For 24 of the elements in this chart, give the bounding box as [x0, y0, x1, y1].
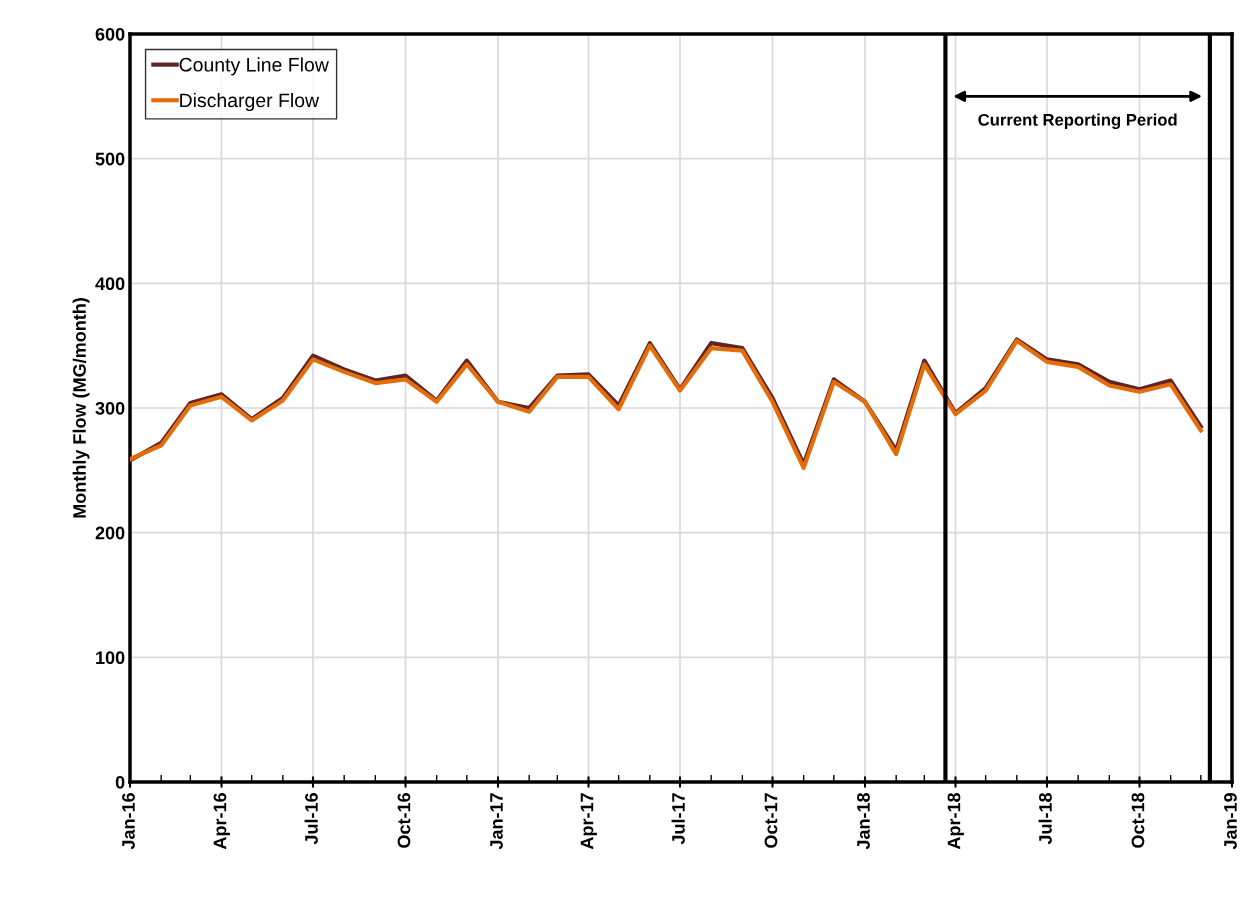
y-tick-label: 500: [95, 152, 125, 166]
x-tick-label: Jul-18: [1038, 792, 1052, 845]
x-tick-label: Oct-18: [1131, 792, 1145, 848]
y-tick-label: 300: [95, 401, 125, 415]
y-axis-title: Monthly Flow (MG/month): [72, 298, 90, 518]
x-tick-label: Jul-16: [304, 793, 318, 845]
y-tick-label: 100: [96, 651, 125, 665]
y-tick-label: 600: [95, 27, 125, 41]
x-tick-label: Jan-17: [490, 793, 503, 850]
x-tick-label: Apr-17: [580, 793, 597, 850]
y-tick-label: 400: [95, 277, 125, 291]
x-tick-label: Apr-16: [213, 793, 230, 850]
y-tick-label: 200: [95, 526, 125, 540]
x-tick-label: Jan-16: [122, 793, 135, 850]
x-tick-label: Jan-19: [1224, 793, 1237, 850]
x-tick-label: Jan-18: [857, 792, 870, 850]
x-tick-label: Apr-18: [947, 792, 964, 850]
x-tick-label: Oct-17: [764, 793, 778, 848]
x-tick-label: Oct-16: [397, 793, 411, 848]
legend-label: County Line Flow: [179, 57, 329, 76]
x-tick-label: Jul-17: [671, 793, 685, 845]
annotation: Current Reporting Period: [978, 113, 1177, 130]
y-tick-label: 0: [115, 775, 125, 789]
legend-label: Discharger Flow: [180, 92, 320, 112]
